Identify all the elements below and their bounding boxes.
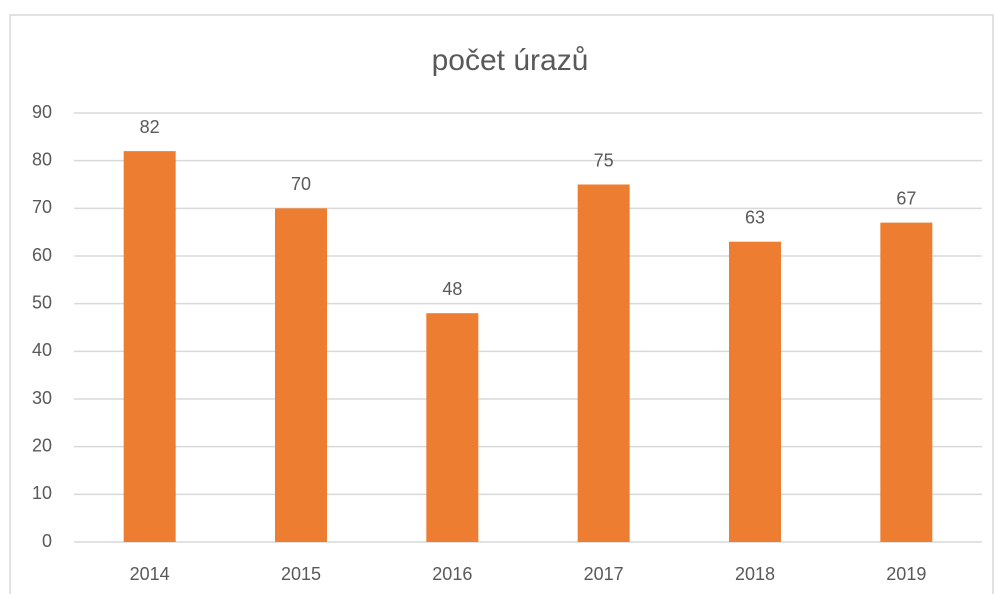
chart-title: počet úrazů <box>432 44 589 77</box>
y-tick-label: 30 <box>32 388 52 408</box>
y-tick-label: 70 <box>32 197 52 217</box>
bar <box>426 313 479 542</box>
x-tick-label: 2019 <box>886 564 926 584</box>
bar <box>123 151 176 542</box>
y-tick-label: 0 <box>42 531 52 551</box>
bar <box>275 208 327 543</box>
x-tick-label: 2018 <box>735 564 775 584</box>
data-label: 48 <box>442 279 462 299</box>
y-tick-label: 80 <box>32 149 52 169</box>
y-tick-label: 50 <box>32 292 52 312</box>
y-tick-label: 90 <box>32 102 52 122</box>
bar <box>577 184 630 542</box>
data-label: 67 <box>896 188 916 208</box>
data-label: 75 <box>594 150 614 170</box>
bar <box>729 241 781 542</box>
data-label: 70 <box>291 174 311 194</box>
y-tick-label: 40 <box>32 340 52 360</box>
bar <box>880 222 933 542</box>
y-tick-label: 10 <box>32 483 52 503</box>
x-tick-label: 2014 <box>130 564 170 584</box>
y-tick-label: 20 <box>32 435 52 455</box>
x-tick-label: 2015 <box>281 564 321 584</box>
y-tick-label: 60 <box>32 245 52 265</box>
x-tick-label: 2016 <box>432 564 472 584</box>
x-tick-label: 2017 <box>584 564 624 584</box>
data-label: 82 <box>140 117 160 137</box>
data-label: 63 <box>745 207 765 227</box>
